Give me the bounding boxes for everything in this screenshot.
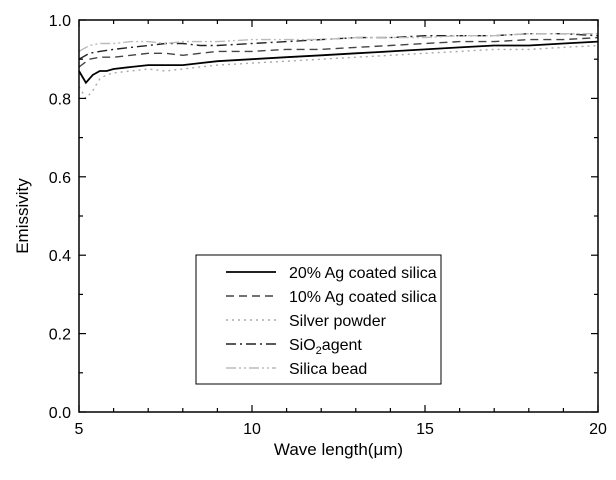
- series-line-3: [78, 44, 599, 100]
- x-axis-title: Wave length(μm): [274, 440, 403, 459]
- series-line-4: [78, 33, 599, 60]
- legend-label-2: 10% Ag coated silica: [289, 289, 437, 306]
- ticks-layer: 5 10 15 20 0.0 0.2 0.4 0.6 0.8 1.0: [49, 13, 607, 438]
- x-tick-label: 20: [589, 421, 607, 438]
- x-tick-label: 10: [243, 421, 261, 438]
- series-line-2: [78, 36, 599, 68]
- legend-label-3: Silver powder: [289, 313, 387, 330]
- x-tick-label: 5: [75, 421, 84, 438]
- legend-box: [195, 254, 442, 385]
- y-tick-label: 1.0: [49, 13, 71, 30]
- y-tick-label: 0.6: [49, 170, 71, 187]
- x-tick-label: 15: [416, 421, 434, 438]
- y-axis-title: Emissivity: [13, 178, 32, 254]
- legend: 20% Ag coated silica 10% Ag coated silica…: [195, 254, 442, 385]
- series-line-1: [78, 40, 599, 85]
- y-tick-label: 0.8: [49, 91, 71, 108]
- y-tick-label: 0.2: [49, 327, 71, 344]
- legend-label-5: Silica bead: [289, 361, 367, 378]
- series-layer: [78, 33, 599, 100]
- y-tick-label: 0.0: [49, 405, 71, 422]
- y-tick-label: 0.4: [49, 248, 71, 265]
- legend-label-1: 20% Ag coated silica: [289, 265, 437, 282]
- series-line-5: [78, 33, 598, 53]
- legend-label-4: SiO2agent: [289, 337, 362, 357]
